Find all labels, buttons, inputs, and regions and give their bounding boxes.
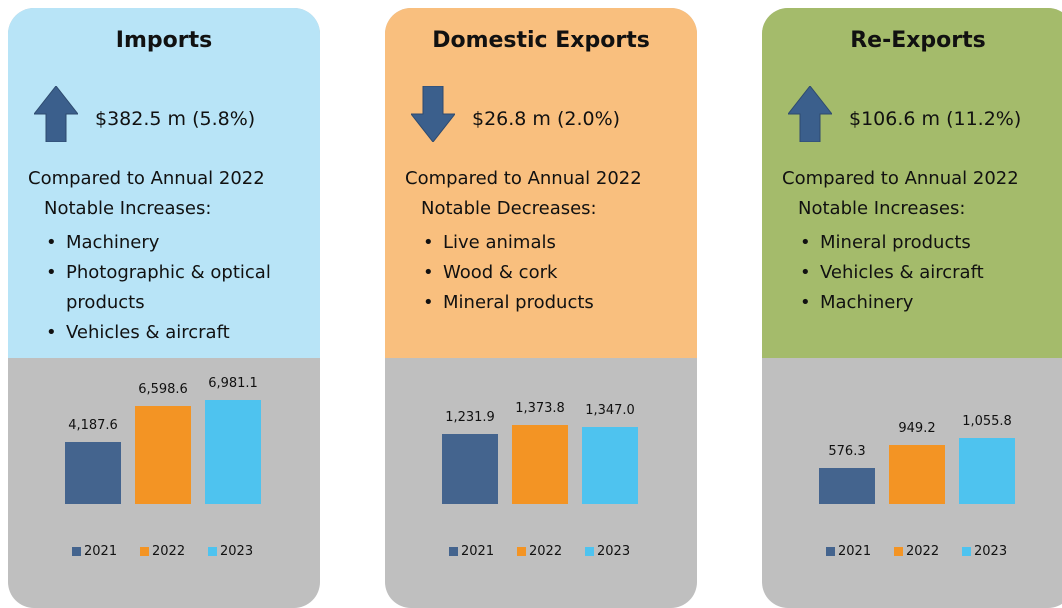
legend-swatch bbox=[208, 547, 217, 556]
comparison: Compared to Annual 2022 bbox=[782, 168, 1019, 189]
notable-heading: Notable Decreases: bbox=[421, 198, 597, 219]
panel-title: Imports bbox=[115, 28, 213, 53]
arrow-shape bbox=[34, 86, 78, 142]
value-label: 1,055.8 bbox=[962, 414, 1012, 430]
bar bbox=[512, 425, 568, 504]
value-label: 1,373.8 bbox=[515, 401, 565, 417]
infographic: (() => { const data = JSON.parse(documen… bbox=[0, 0, 1062, 592]
legend-item: 2023 bbox=[208, 544, 253, 559]
legend-label: 2022 bbox=[529, 544, 563, 559]
notable-heading: Notable Increases: bbox=[798, 198, 966, 219]
legend-item: 2022 bbox=[894, 544, 939, 559]
bar bbox=[959, 438, 1015, 504]
legend-item: 2022 bbox=[140, 544, 185, 559]
legend-swatch bbox=[894, 547, 903, 556]
legend-item: 2022 bbox=[517, 544, 562, 559]
comparison: Compared to Annual 2022 bbox=[405, 168, 642, 189]
arrow-shape bbox=[411, 86, 455, 142]
legend-swatch bbox=[517, 547, 526, 556]
legend-item: 2023 bbox=[585, 544, 630, 559]
panel: Imports $382.5 m (5.8%) Compared to Annual… bbox=[8, 8, 320, 608]
legend-item: 2021 bbox=[826, 544, 871, 559]
panel-title: Domestic Exports bbox=[432, 28, 650, 53]
bar bbox=[442, 433, 498, 504]
value-label: 6,981.1 bbox=[208, 376, 258, 392]
bar bbox=[889, 444, 945, 504]
legend-label: 2023 bbox=[220, 544, 254, 559]
trend-arrow bbox=[411, 86, 455, 142]
legend-label: 2021 bbox=[838, 544, 872, 559]
list-item: Wood & cork bbox=[421, 258, 696, 288]
bar bbox=[65, 441, 121, 504]
value-label: 6,598.6 bbox=[138, 381, 188, 397]
list-item: Mineral products bbox=[798, 228, 1062, 258]
legend-item: 2021 bbox=[72, 544, 117, 559]
list-item: Mineral products bbox=[421, 288, 696, 318]
panel-header: Imports $382.5 m (5.8%) Compared to Annual… bbox=[8, 8, 320, 358]
notable-heading: Notable Increases: bbox=[44, 198, 212, 219]
legend-label: 2022 bbox=[152, 544, 186, 559]
change-summary: $106.6 m (11.2%) bbox=[849, 108, 1022, 130]
panel-header: Domestic Exports $26.8 m (2.0%) Compared t… bbox=[385, 8, 697, 358]
legend-label: 2022 bbox=[906, 544, 940, 559]
legend-label: 2023 bbox=[974, 544, 1008, 559]
arrow-shape bbox=[788, 86, 832, 142]
panel-header: Re-Exports $106.6 m (11.2%) Compared to An… bbox=[762, 8, 1062, 358]
comparison: Compared to Annual 2022 bbox=[28, 168, 265, 189]
bar bbox=[205, 400, 261, 504]
legend-item: 2021 bbox=[449, 544, 494, 559]
legend-swatch bbox=[72, 547, 81, 556]
legend-swatch bbox=[140, 547, 149, 556]
legend-item: 2023 bbox=[962, 544, 1007, 559]
panel: Re-Exports $106.6 m (11.2%) Compared to An… bbox=[762, 8, 1062, 608]
legend-swatch bbox=[449, 547, 458, 556]
value-label: 1,347.0 bbox=[585, 403, 635, 419]
legend-swatch bbox=[826, 547, 835, 556]
legend-label: 2021 bbox=[461, 544, 495, 559]
bar bbox=[819, 468, 875, 504]
item-list: Mineral productsVehicles & aircraftMachi… bbox=[798, 228, 1062, 318]
list-item: Machinery bbox=[44, 228, 319, 258]
item-list: MachineryPhotographic & optical products… bbox=[44, 228, 319, 348]
panel-title: Re-Exports bbox=[850, 28, 986, 53]
trend-arrow bbox=[788, 86, 832, 142]
value-label: 1,231.9 bbox=[445, 409, 495, 425]
list-item: Photographic & optical products bbox=[44, 258, 319, 318]
legend-swatch bbox=[585, 547, 594, 556]
change-summary: $382.5 m (5.8%) bbox=[95, 108, 256, 130]
list-item: Live animals bbox=[421, 228, 696, 258]
bar bbox=[135, 405, 191, 504]
list-item: Vehicles & aircraft bbox=[44, 318, 319, 348]
change-summary: $26.8 m (2.0%) bbox=[472, 108, 621, 130]
panel: Domestic Exports $26.8 m (2.0%) Compared t… bbox=[385, 8, 697, 608]
value-label: 4,187.6 bbox=[68, 417, 118, 433]
bar bbox=[582, 427, 638, 504]
value-label: 576.3 bbox=[828, 444, 866, 460]
value-label: 949.2 bbox=[898, 420, 936, 436]
list-item: Vehicles & aircraft bbox=[798, 258, 1062, 288]
trend-arrow bbox=[34, 86, 78, 142]
list-item: Machinery bbox=[798, 288, 1062, 318]
legend-label: 2021 bbox=[84, 544, 118, 559]
legend-swatch bbox=[962, 547, 971, 556]
legend-label: 2023 bbox=[597, 544, 631, 559]
item-list: Live animalsWood & corkMineral products bbox=[421, 228, 696, 318]
